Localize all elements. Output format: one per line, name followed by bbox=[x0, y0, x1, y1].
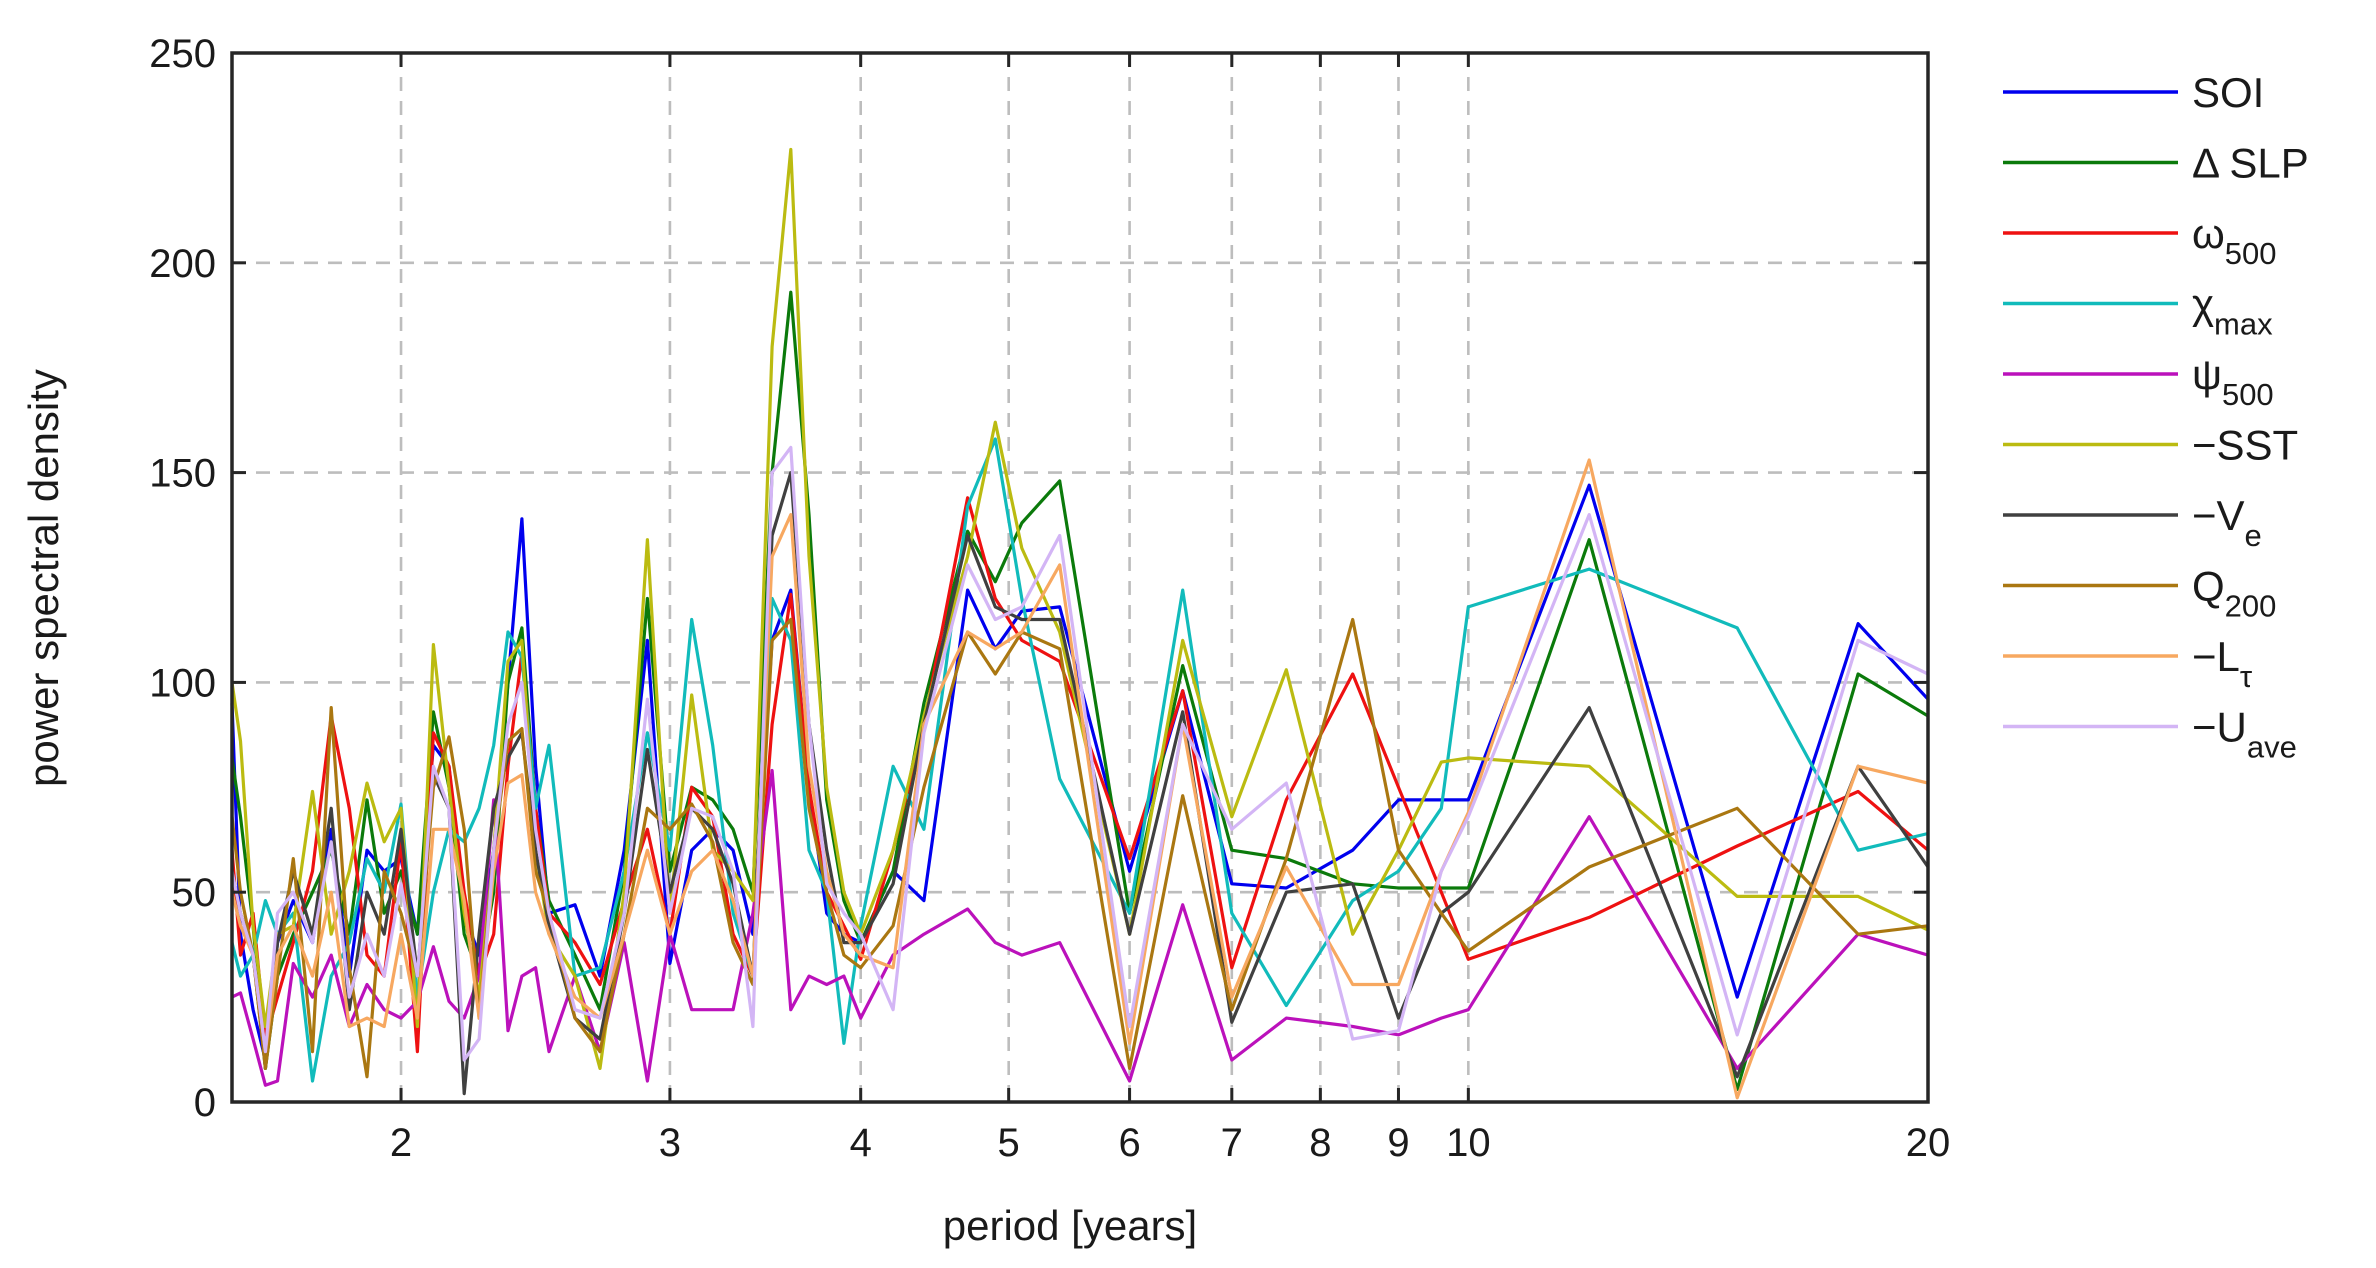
legend-label: −SST bbox=[2192, 422, 2298, 469]
legend-label-main: χ bbox=[2192, 281, 2214, 328]
x-tick-label: 20 bbox=[1906, 1121, 1951, 1165]
legend-label: ω500 bbox=[2192, 210, 2277, 271]
series-line-3 bbox=[230, 496, 1930, 1054]
legend-label-main: Q bbox=[2192, 563, 2225, 610]
legend-label: Δ SLP bbox=[2192, 140, 2309, 187]
x-tick-label: 8 bbox=[1309, 1121, 1331, 1165]
series-line-8 bbox=[230, 617, 1929, 1079]
x-axis-label: period [years] bbox=[943, 1202, 1197, 1249]
legend-label-main: ψ bbox=[2192, 351, 2222, 398]
y-tick-label: 150 bbox=[149, 452, 216, 496]
series-line-10 bbox=[230, 445, 1929, 1062]
series-line-9 bbox=[230, 458, 1929, 1100]
y-tick-label: 0 bbox=[194, 1081, 216, 1125]
legend-label: −Ve bbox=[2192, 492, 2262, 553]
x-tick-label: 6 bbox=[1118, 1121, 1140, 1165]
y-tick-label: 250 bbox=[149, 32, 216, 76]
series-line-6 bbox=[230, 147, 1929, 1071]
legend-label-subscript: ave bbox=[2247, 730, 2297, 765]
legend-label-subscript: 500 bbox=[2225, 236, 2277, 271]
legend-label-main: ω bbox=[2192, 210, 2225, 257]
x-tick-label: 4 bbox=[850, 1121, 872, 1165]
legend-label-subscript: 500 bbox=[2222, 377, 2274, 412]
legend-label: −Uave bbox=[2192, 704, 2297, 765]
legend-label-main: SOI bbox=[2192, 69, 2264, 116]
y-tick-label: 100 bbox=[149, 661, 216, 705]
series-line-4 bbox=[230, 437, 1929, 1083]
x-tick-label: 2 bbox=[390, 1121, 412, 1165]
legend-label-subscript: τ bbox=[2240, 659, 2252, 694]
legend-label-main: −L bbox=[2192, 633, 2240, 680]
y-tick-label: 200 bbox=[149, 242, 216, 286]
y-tick-label: 50 bbox=[172, 871, 217, 915]
legend-label-main: −V bbox=[2192, 492, 2245, 539]
legend-label: χmax bbox=[2192, 281, 2273, 342]
legend-label: Q200 bbox=[2192, 563, 2276, 624]
legend-label-main: −U bbox=[2192, 704, 2247, 751]
legend-label-subscript: e bbox=[2245, 518, 2262, 553]
series-line-5 bbox=[231, 768, 1929, 1087]
series-lines bbox=[230, 147, 1930, 1100]
legend-label-subscript: max bbox=[2214, 307, 2273, 342]
legend-label-subscript: 200 bbox=[2225, 589, 2277, 624]
x-tick-label: 7 bbox=[1221, 1121, 1243, 1165]
y-axis-label: power spectral density bbox=[20, 369, 67, 787]
legend-label-main: Δ SLP bbox=[2192, 140, 2309, 187]
legend-label-main: −SST bbox=[2192, 422, 2298, 469]
legend-label: ψ500 bbox=[2192, 351, 2274, 412]
x-tick-label: 10 bbox=[1446, 1121, 1491, 1165]
legend-label: −Lτ bbox=[2192, 633, 2252, 694]
x-tick-label: 9 bbox=[1387, 1121, 1409, 1165]
plot-frame bbox=[230, 51, 1930, 1104]
series-line-2 bbox=[230, 290, 1929, 1092]
legend-label: SOI bbox=[2192, 69, 2264, 116]
series-line-1 bbox=[230, 483, 1930, 1062]
x-tick-label: 5 bbox=[998, 1121, 1020, 1165]
x-tick-label: 3 bbox=[659, 1121, 681, 1165]
